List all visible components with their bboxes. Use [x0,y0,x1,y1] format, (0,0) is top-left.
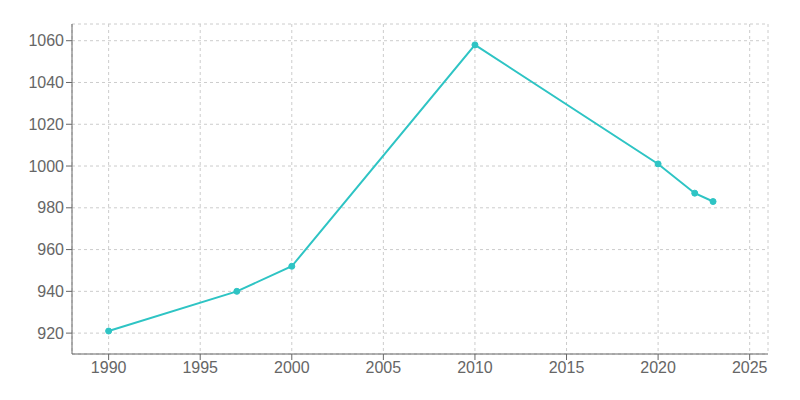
svg-text:1020: 1020 [28,116,64,133]
svg-text:2000: 2000 [274,359,310,376]
svg-text:2015: 2015 [549,359,585,376]
svg-text:1990: 1990 [91,359,127,376]
svg-text:940: 940 [37,283,64,300]
svg-text:920: 920 [37,325,64,342]
svg-text:980: 980 [37,199,64,216]
svg-text:2025: 2025 [732,359,768,376]
svg-text:2005: 2005 [366,359,402,376]
svg-text:1040: 1040 [28,74,64,91]
svg-text:960: 960 [37,241,64,258]
svg-text:1000: 1000 [28,158,64,175]
svg-text:2010: 2010 [457,359,493,376]
svg-text:2020: 2020 [640,359,676,376]
svg-text:1060: 1060 [28,32,64,49]
svg-text:1995: 1995 [182,359,218,376]
